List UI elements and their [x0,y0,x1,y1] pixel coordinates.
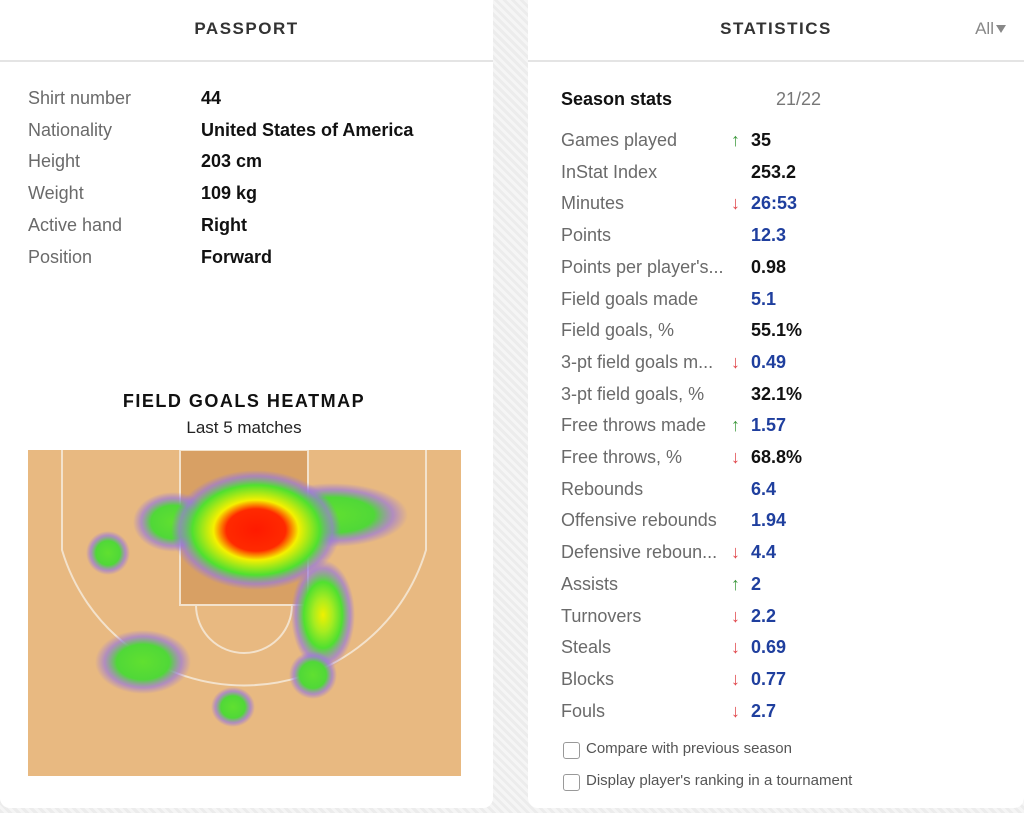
heat-blob [95,630,191,694]
field-label: Height [28,151,81,172]
stat-value[interactable]: 2.7 [751,700,777,721]
trend-arrow: ↑ [731,573,740,594]
trend-arrow: ↓ [731,542,740,563]
stat-label: Games played [561,130,678,150]
stat-label: Defensive reboun... [561,542,718,563]
stat-label: Points per player's... [561,256,724,277]
three-point-line [61,450,427,687]
stat-value[interactable]: 55.1% [751,320,803,341]
stat-label: Assists [561,573,619,594]
stat-label: 3-pt field goals m... [561,351,714,372]
checkbox[interactable] [563,742,580,759]
stat-value[interactable]: 32.1% [751,383,803,404]
field-value: 203 cm [201,151,263,172]
season-label: Season stats [561,89,673,109]
heatmap [28,450,461,776]
stat-value[interactable]: 4.4 [751,542,777,563]
field-label: Active hand [28,214,123,235]
field-label: Weight [28,183,84,204]
trend-arrow: ↓ [731,351,740,372]
stat-value[interactable]: 2 [751,573,762,594]
stat-label: Field goals, % [561,320,675,341]
trend-arrow: ↓ [731,700,740,721]
stat-value[interactable]: 0.77 [751,668,787,689]
checkbox-label[interactable]: Display player's ranking in a tournament [586,772,853,789]
season[interactable]: 21/22 [776,89,822,109]
stat-value[interactable]: 12.3 [751,225,787,246]
stat-label: Points [561,225,612,246]
trend-arrow: ↓ [731,637,740,658]
stat-label: Offensive rebounds [561,510,717,531]
heatmap-title: FIELD GOALS HEATMAP [122,391,366,411]
stat-value[interactable]: 0.69 [751,637,787,658]
stat-value[interactable]: 35 [751,130,772,150]
heat-blob [289,651,337,699]
stat-label: Free throws made [561,415,707,436]
trend-arrow: ↓ [731,447,740,467]
stat-label: 3-pt field goals, % [561,383,705,404]
heat-blob [86,531,130,575]
checkbox-label[interactable]: Compare with previous season [586,740,792,757]
stat-value[interactable]: 5.1 [751,288,777,309]
stat-label: Blocks [561,668,615,689]
field-value: United States of America [201,119,414,140]
field-value: Right [201,214,247,235]
trend-arrow: ↓ [731,668,740,689]
filter-dropdown[interactable]: All [975,19,994,38]
field-value: 109 kg [201,183,258,204]
stat-label: Free throws, % [561,447,683,467]
field-label: Position [28,246,93,267]
checkbox[interactable] [563,774,580,791]
heat-blob [211,687,255,727]
stat-label: Fouls [561,700,606,721]
stat-value[interactable]: 26:53 [751,193,798,214]
heatmap-subtitle: Last 5 matches [186,418,302,437]
passport-panel: PASSPORT Shirt number 44 Nationality United… [0,0,493,808]
stat-label: Rebounds [561,478,644,499]
statistics-panel: STATISTICS All Season stats 21/22 Games … [528,0,1024,808]
trend-arrow: ↑ [731,130,740,150]
stat-value[interactable]: 68.8% [751,447,803,467]
ft-circle [195,604,293,654]
field-label: Shirt number [28,88,132,108]
statistics-header: STATISTICS All [528,0,1024,62]
stat-label: InStat Index [561,161,658,182]
stat-label: Minutes [561,193,625,214]
stat-value[interactable]: 0.98 [751,256,787,277]
stat-value[interactable]: 2.2 [751,605,777,626]
field-value: 44 [201,88,222,108]
stat-label: Steals [561,637,612,658]
passport-header: PASSPORT [0,0,493,62]
stat-value[interactable]: 0.49 [751,351,787,372]
trend-arrow: ↓ [731,605,740,626]
stat-label: Turnovers [561,605,642,626]
stat-value[interactable]: 1.94 [751,510,787,531]
statistics-title: STATISTICS [720,19,832,38]
trend-arrow: ↑ [731,415,740,436]
stat-value[interactable]: 6.4 [751,478,777,499]
stat-value[interactable]: 253.2 [751,161,797,182]
stat-value[interactable]: 1.57 [751,415,787,436]
field-label: Nationality [28,119,113,140]
dropdown-caret[interactable] [996,25,1006,33]
trend-arrow: ↓ [731,193,740,214]
heat-blob [171,470,341,590]
passport-title: PASSPORT [194,19,299,38]
field-value: Forward [201,246,273,267]
stat-label: Field goals made [561,288,699,309]
heat-blob [291,560,355,670]
